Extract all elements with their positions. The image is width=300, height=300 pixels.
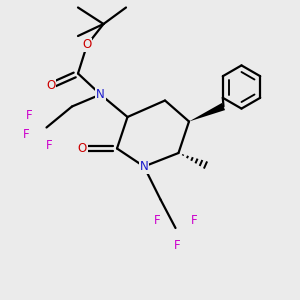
Text: N: N bbox=[96, 88, 105, 101]
Text: O: O bbox=[78, 142, 87, 155]
Text: F: F bbox=[23, 128, 29, 142]
Polygon shape bbox=[189, 103, 225, 122]
Text: F: F bbox=[174, 239, 180, 252]
Text: O: O bbox=[82, 38, 91, 52]
Text: F: F bbox=[191, 214, 197, 227]
Text: O: O bbox=[46, 79, 56, 92]
Text: F: F bbox=[46, 139, 53, 152]
Text: F: F bbox=[26, 109, 32, 122]
Text: N: N bbox=[140, 160, 148, 173]
Text: F: F bbox=[154, 214, 161, 227]
